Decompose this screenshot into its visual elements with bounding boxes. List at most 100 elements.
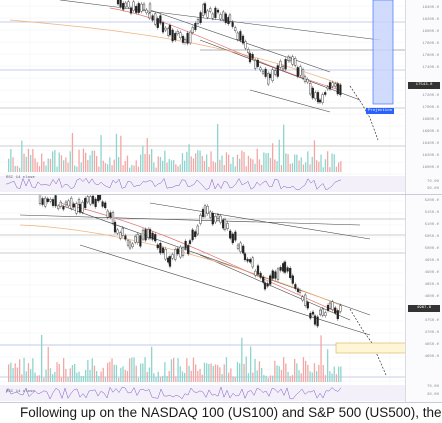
volume-bar [250,158,252,172]
volume-bar [126,370,129,382]
candle-body [154,13,157,25]
volume-bar [289,376,291,382]
candle-body [296,67,299,77]
candle-body [279,60,282,68]
us500-price-axis[interactable]: 5200.0 5150.0 5100.0 5050.0 5000.0 4950.… [405,195,442,402]
candle-body [116,229,119,234]
volume-bar [329,167,331,172]
candle-body [268,74,272,78]
candle-body [101,201,104,207]
volume-bar [208,364,210,382]
price-tick: 4750.0 [424,319,439,323]
volume-bar [228,154,230,172]
candle-body [187,245,190,255]
candle-body [186,32,189,44]
candle-body [324,92,327,95]
us100-chart-canvas[interactable] [0,0,442,194]
candle-body [64,201,68,206]
volume-bar [190,370,192,382]
price-tick: 5100.0 [424,223,439,227]
candle-body [127,1,130,8]
volume-bar [115,133,118,172]
volume-bar [232,156,234,172]
candle-body [121,227,124,236]
candle-body [247,49,250,53]
trend-line [149,202,371,240]
candle-body [124,2,127,8]
candle-body [248,53,252,63]
candle-body [176,31,179,35]
candle-body [41,198,44,205]
volume-bar [153,162,155,172]
volume-bar [223,164,225,172]
us500-chart-canvas[interactable] [0,195,442,402]
volume-bar [243,151,245,172]
volume-bar [144,357,146,382]
volume-bar [23,357,25,382]
volume-bar [148,154,151,172]
volume-bar [197,370,199,382]
volume-bar [177,358,179,382]
volume-bar [309,371,311,382]
volume-bar [58,152,60,172]
price-tick: 17800.0 [422,42,439,46]
candle-body [236,244,240,249]
candle-body [234,231,237,241]
candle-body [296,288,300,292]
volume-bar [324,375,327,382]
volume-bar [296,154,298,172]
volume-bar [34,158,36,172]
projection-label[interactable]: Projection [366,108,395,114]
candle-body [316,92,320,103]
volume-bar [327,349,329,382]
volume-bar [195,153,197,172]
volume-bar [164,150,166,172]
candle-body [339,84,342,96]
candle-body [51,199,55,206]
candle-body [324,312,327,317]
moving-average-slow [9,19,341,85]
volume-bar [214,162,217,172]
candle-body [151,15,154,21]
candle-body [203,3,207,14]
candle-body [283,261,287,273]
candle-body [139,235,142,247]
indicator-tick: 70.00 [426,385,439,389]
volume-bar [12,157,14,172]
us100-price-axis[interactable]: 18400.0 18200.0 18000.0 17800.0 17600.0 … [405,0,442,194]
volume-bar [166,162,168,172]
article-caption: Following up on the NASDAQ 100 (US100) a… [0,403,442,423]
volume-bar [320,154,322,172]
volume-bar [294,154,296,172]
volume-bar [32,358,34,382]
volume-bar [76,166,78,172]
volume-bar [85,152,87,172]
candle-body [241,35,245,44]
indicator-tick: 30.00 [426,187,439,191]
candle-body [78,204,82,213]
volume-bar [219,159,221,172]
us100-chart-panel[interactable]: 18400.0 18200.0 18000.0 17800.0 17600.0 … [0,0,442,195]
volume-bar [98,376,100,382]
volume-bar [80,376,82,382]
volume-bar [67,162,69,172]
volume-bar [30,155,32,172]
volume-bar [21,374,23,382]
volume-bar [146,372,148,382]
volume-bar [60,155,63,172]
volume-bar [60,376,63,382]
candle-body [294,58,297,66]
candle-body [126,240,130,246]
volume-bar [285,363,287,382]
volume-bar [247,155,250,172]
volume-bar [329,371,331,382]
volume-bar [146,138,148,172]
volume-bar [175,164,177,172]
volume-bar [38,166,41,172]
volume-bar [36,375,38,382]
us500-chart-panel[interactable]: 5200.0 5150.0 5100.0 5050.0 5000.0 4950.… [0,195,442,403]
volume-bar [186,151,188,172]
volume-bar [181,371,184,382]
candle-body [184,240,187,249]
volume-bar [313,140,316,172]
